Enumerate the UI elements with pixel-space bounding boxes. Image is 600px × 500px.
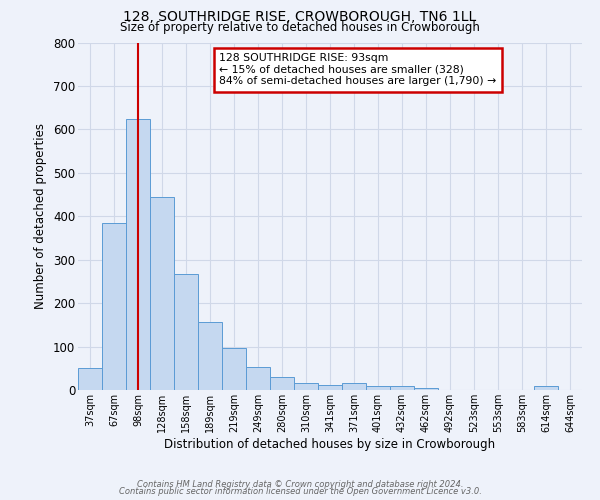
Bar	[342, 384, 366, 390]
Bar	[270, 377, 294, 390]
Text: 128 SOUTHRIDGE RISE: 93sqm
← 15% of detached houses are smaller (328)
84% of sem: 128 SOUTHRIDGE RISE: 93sqm ← 15% of deta…	[219, 53, 496, 86]
Bar	[318, 385, 342, 390]
Y-axis label: Number of detached properties: Number of detached properties	[34, 123, 47, 309]
Bar	[174, 274, 198, 390]
Bar	[366, 386, 390, 390]
Bar	[198, 322, 222, 390]
Bar	[222, 348, 246, 390]
Bar	[150, 196, 174, 390]
Text: Size of property relative to detached houses in Crowborough: Size of property relative to detached ho…	[120, 21, 480, 34]
Bar	[294, 383, 318, 390]
Text: Contains public sector information licensed under the Open Government Licence v3: Contains public sector information licen…	[119, 487, 481, 496]
Bar	[414, 388, 438, 390]
Bar	[78, 368, 102, 390]
Text: 128, SOUTHRIDGE RISE, CROWBOROUGH, TN6 1LL: 128, SOUTHRIDGE RISE, CROWBOROUGH, TN6 1…	[124, 10, 476, 24]
Bar	[246, 368, 270, 390]
X-axis label: Distribution of detached houses by size in Crowborough: Distribution of detached houses by size …	[164, 438, 496, 450]
Bar	[390, 386, 414, 390]
Bar	[126, 118, 150, 390]
Text: Contains HM Land Registry data © Crown copyright and database right 2024.: Contains HM Land Registry data © Crown c…	[137, 480, 463, 489]
Bar	[102, 223, 126, 390]
Bar	[534, 386, 558, 390]
